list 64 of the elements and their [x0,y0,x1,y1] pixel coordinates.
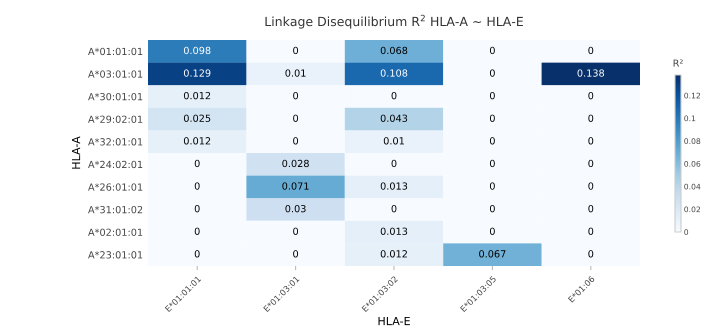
data-label: 0.01 [384,137,404,145]
y-tick-label: A*02:01:01 [88,228,142,236]
y-tick-label: A*32:01:01 [88,138,142,146]
data-label: 0 [293,250,298,258]
data-label: 0.013 [380,228,408,235]
data-label: 0.068 [380,46,408,54]
data-label: 0 [588,92,594,100]
y-tick-label: A*23:01:01 [88,251,142,259]
data-label: 0 [194,204,200,212]
data-label: 0 [490,137,495,145]
data-label: 0 [490,46,495,54]
data-label: 0.028 [282,160,309,168]
data-label: 0 [293,137,298,145]
data-label: 0.012 [184,137,210,145]
data-label: 0 [293,228,298,235]
data-label: 0 [490,182,495,190]
data-label: 0.01 [285,69,306,77]
data-label: 0.03 [285,204,306,212]
data-label: 0 [588,114,594,122]
y-tick-label: A*31:01:02 [88,206,142,214]
data-label: 0 [588,228,594,235]
data-label: 0.013 [380,182,408,190]
data-label: 0 [392,204,396,212]
y-tick-label: A*26:01:01 [88,183,142,191]
y-tick-label: A*01:01:01 [88,48,142,56]
data-label: 0 [293,46,298,54]
data-label: 0 [588,137,594,145]
data-label: 0 [588,46,594,54]
data-label: 0 [490,92,495,100]
y-tick-label: A*30:01:01 [88,92,142,100]
data-label: 0.071 [282,182,309,190]
data-label: 0 [392,160,396,168]
data-label: 0 [293,114,298,122]
data-label: 0.138 [578,69,604,77]
data-label: 0 [490,160,495,168]
data-label: 0 [194,160,200,168]
data-label: 0.098 [184,46,210,54]
data-label: 0 [490,204,495,212]
data-label: 0.012 [184,92,210,100]
data-label: 0 [588,182,594,190]
data-label: 0 [588,204,594,212]
data-label: 0.108 [380,69,408,77]
data-label: 0 [490,228,495,235]
chart-title: Linkage Disequilibrium R$^{2}$ HLA-A ~ HLA-E [265,14,523,29]
y-tick-label: A*03:01:01 [88,70,142,78]
data-label: 0 [490,114,495,122]
x-axis-title: HLA-E [378,316,410,326]
data-label: 0.012 [380,250,407,258]
data-label: 0.043 [380,114,408,122]
data-label: 0 [392,92,396,100]
data-label: 0 [194,228,200,235]
data-label: 0 [194,250,200,258]
data-label: 0.129 [184,69,210,77]
data-label: 0.067 [479,250,506,258]
y-axis-title: HLA-A [72,136,80,169]
data-label: 0 [293,92,298,100]
data-label: 0 [588,250,594,258]
y-tick-label: A*29:02:01 [88,116,142,123]
data-label: 0 [194,182,200,190]
y-tick-label: A*24:02:01 [88,160,142,168]
data-label: 0.025 [184,114,210,122]
color-bar-title: R² [674,59,683,67]
data-label: 0 [490,69,495,77]
data-label: 0 [588,160,594,168]
